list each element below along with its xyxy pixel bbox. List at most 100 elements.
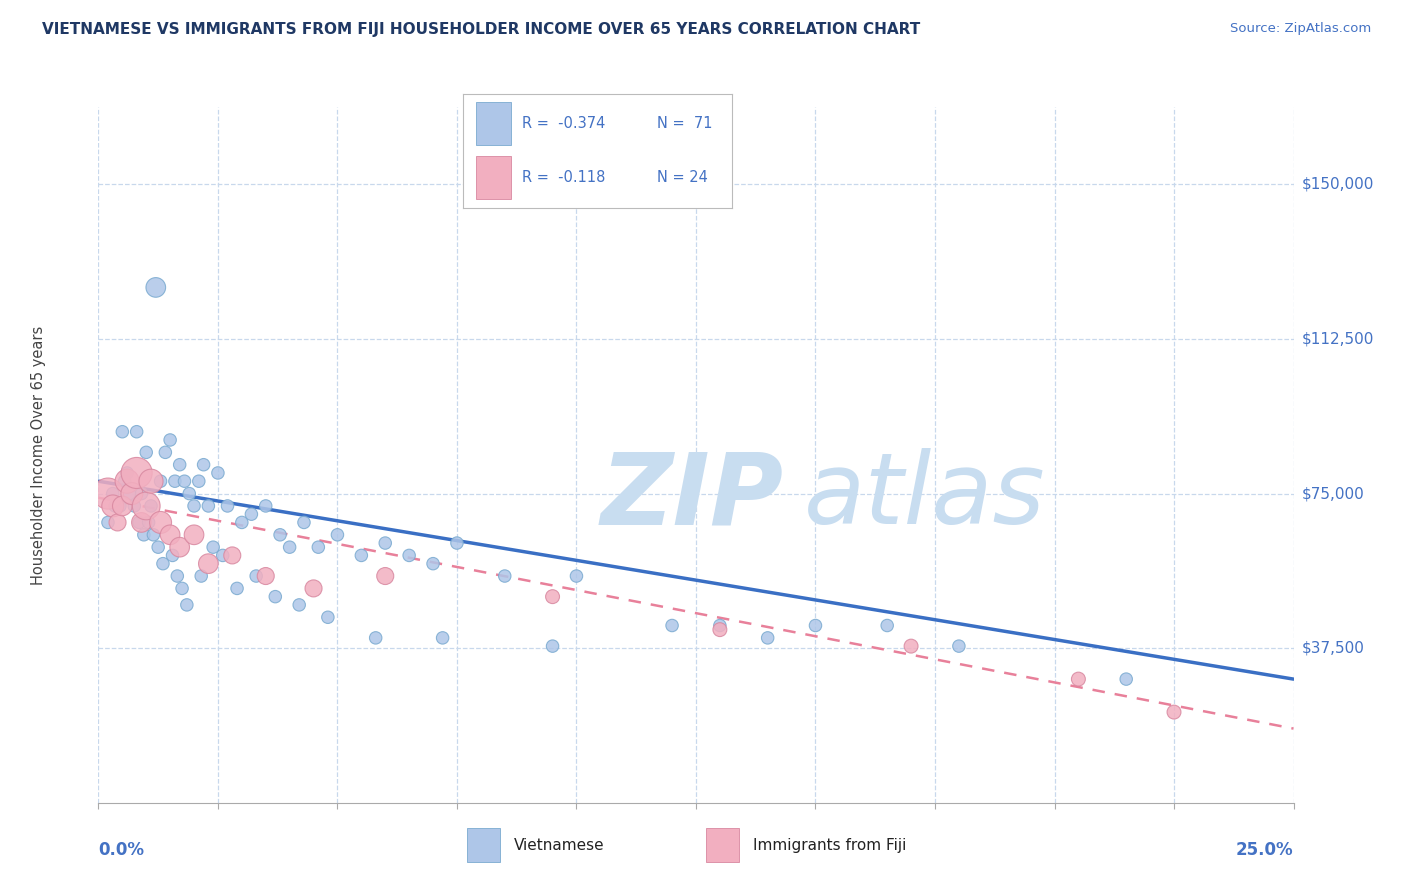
Point bbox=[302, 582, 325, 596]
Point bbox=[240, 507, 263, 521]
Point bbox=[101, 486, 124, 500]
Point bbox=[155, 445, 177, 459]
Point bbox=[124, 499, 146, 513]
Point bbox=[149, 474, 172, 488]
Point bbox=[179, 486, 201, 500]
Bar bbox=[706, 828, 740, 863]
Point bbox=[197, 557, 219, 571]
Point bbox=[111, 425, 134, 439]
Point bbox=[1163, 705, 1185, 719]
Point bbox=[114, 474, 136, 488]
Point bbox=[97, 486, 120, 500]
Point bbox=[709, 623, 731, 637]
Point bbox=[111, 499, 134, 513]
Point bbox=[231, 516, 253, 530]
Point bbox=[278, 540, 301, 554]
Point bbox=[432, 631, 454, 645]
Point bbox=[128, 516, 150, 530]
Point bbox=[245, 569, 267, 583]
Point bbox=[107, 499, 129, 513]
Bar bbox=[477, 155, 512, 199]
Point bbox=[1067, 672, 1090, 686]
Bar bbox=[477, 102, 512, 145]
Text: ZIP: ZIP bbox=[600, 448, 783, 545]
Point bbox=[254, 499, 277, 513]
Point bbox=[264, 590, 287, 604]
Point bbox=[193, 458, 215, 472]
Point bbox=[226, 582, 249, 596]
Point bbox=[326, 528, 349, 542]
Point bbox=[107, 516, 129, 530]
Text: Householder Income Over 65 years: Householder Income Over 65 years bbox=[31, 326, 46, 584]
Point bbox=[183, 528, 205, 542]
Text: VIETNAMESE VS IMMIGRANTS FROM FIJI HOUSEHOLDER INCOME OVER 65 YEARS CORRELATION : VIETNAMESE VS IMMIGRANTS FROM FIJI HOUSE… bbox=[42, 22, 921, 37]
Point bbox=[494, 569, 516, 583]
Point bbox=[142, 528, 165, 542]
Point bbox=[900, 639, 922, 653]
Point bbox=[132, 528, 155, 542]
Text: Vietnamese: Vietnamese bbox=[515, 838, 605, 853]
Point bbox=[709, 618, 731, 632]
Point bbox=[148, 540, 170, 554]
Bar bbox=[467, 828, 501, 863]
Point bbox=[1115, 672, 1137, 686]
Point bbox=[115, 466, 138, 480]
Point bbox=[118, 486, 141, 500]
Point bbox=[162, 549, 184, 563]
Point bbox=[350, 549, 373, 563]
Text: $75,000: $75,000 bbox=[1302, 486, 1365, 501]
Point bbox=[374, 536, 396, 550]
Point bbox=[202, 540, 225, 554]
Point bbox=[163, 474, 186, 488]
Point bbox=[541, 590, 564, 604]
Point bbox=[138, 516, 160, 530]
Point bbox=[565, 569, 588, 583]
Point bbox=[152, 557, 174, 571]
Point bbox=[288, 598, 311, 612]
Point bbox=[169, 540, 191, 554]
Point bbox=[661, 618, 683, 632]
Text: R =  -0.118: R = -0.118 bbox=[522, 169, 606, 185]
Point bbox=[197, 499, 219, 513]
Text: N =  71: N = 71 bbox=[657, 116, 711, 131]
Point bbox=[139, 499, 162, 513]
Point bbox=[115, 474, 138, 488]
Point bbox=[135, 499, 157, 513]
Point bbox=[211, 549, 233, 563]
Text: $150,000: $150,000 bbox=[1302, 177, 1374, 192]
Point bbox=[176, 598, 198, 612]
Text: Immigrants from Fiji: Immigrants from Fiji bbox=[754, 838, 907, 853]
Point bbox=[121, 486, 143, 500]
Point bbox=[166, 569, 188, 583]
Point bbox=[135, 445, 157, 459]
Point bbox=[364, 631, 387, 645]
Point bbox=[149, 516, 172, 530]
Point bbox=[190, 569, 212, 583]
Point bbox=[104, 499, 127, 513]
Point bbox=[172, 582, 194, 596]
Point bbox=[269, 528, 291, 542]
Point bbox=[125, 425, 148, 439]
Point bbox=[159, 433, 181, 447]
Point bbox=[876, 618, 898, 632]
Point bbox=[125, 466, 148, 480]
Point bbox=[446, 536, 468, 550]
Point bbox=[316, 610, 339, 624]
Point bbox=[398, 549, 420, 563]
Point bbox=[101, 499, 124, 513]
Point bbox=[139, 474, 162, 488]
Text: $112,500: $112,500 bbox=[1302, 332, 1374, 346]
Point bbox=[804, 618, 827, 632]
Text: Source: ZipAtlas.com: Source: ZipAtlas.com bbox=[1230, 22, 1371, 36]
Point bbox=[207, 466, 229, 480]
Point bbox=[307, 540, 329, 554]
Point bbox=[131, 516, 153, 530]
Text: 25.0%: 25.0% bbox=[1236, 841, 1294, 859]
Point bbox=[187, 474, 209, 488]
Point bbox=[254, 569, 277, 583]
Point bbox=[173, 474, 195, 488]
Point bbox=[131, 486, 153, 500]
Point bbox=[374, 569, 396, 583]
Point bbox=[217, 499, 239, 513]
Point bbox=[159, 528, 181, 542]
